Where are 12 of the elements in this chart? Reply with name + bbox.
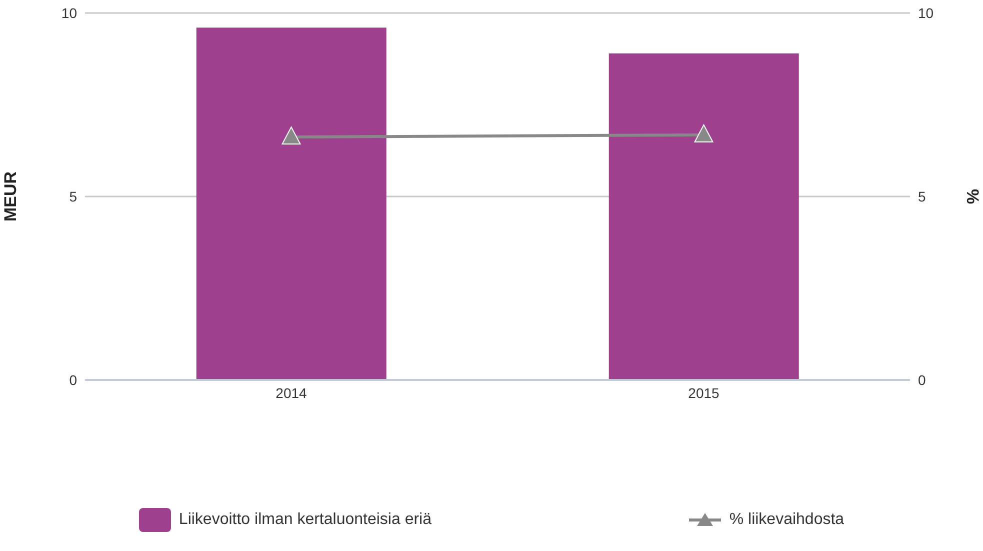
legend-label: Liikevoitto ilman kertaluonteisia eriä — [178, 511, 432, 529]
x-tick-label: 2014 — [276, 384, 308, 401]
y2-tick-label: 10 — [918, 4, 934, 21]
y2-axis-title: % — [962, 188, 982, 204]
y-tick-label: 10 — [61, 4, 78, 21]
y2-tick-label: 5 — [918, 188, 926, 204]
y2-tick-label: 0 — [918, 372, 926, 388]
x-tick-label: 2015 — [688, 384, 720, 401]
legend-label: % liikevaihdosta — [729, 511, 844, 529]
y-tick-label: 0 — [69, 372, 78, 388]
y-axis-title: MEUR — [1, 171, 20, 222]
y-tick-label: 5 — [69, 188, 78, 204]
